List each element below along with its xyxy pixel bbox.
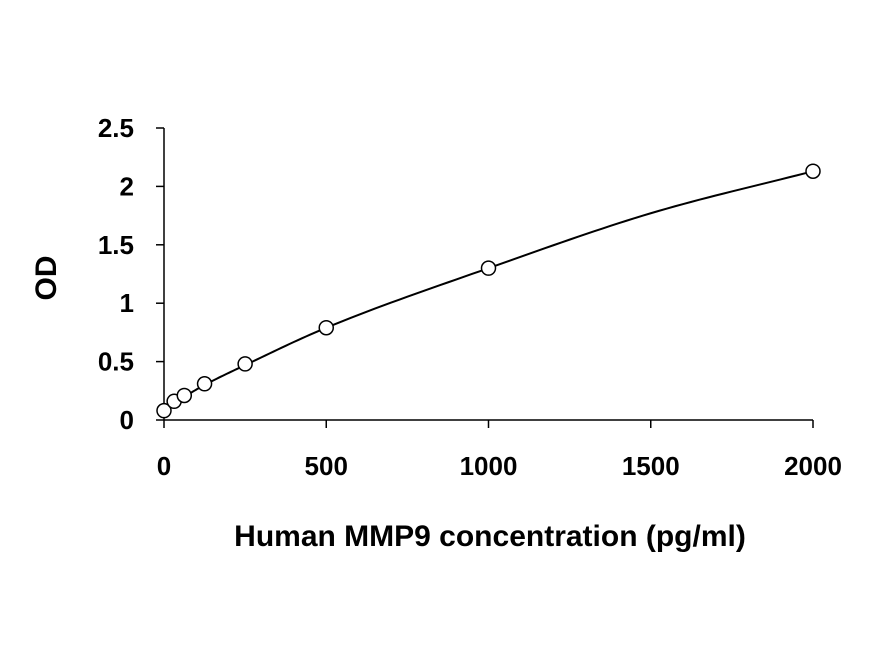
y-tick-label: 1	[120, 288, 134, 318]
fit-curve	[163, 170, 814, 410]
y-tick-label: 1.5	[98, 230, 134, 260]
x-tick-label: 1000	[460, 451, 518, 481]
x-tick-label: 2000	[784, 451, 842, 481]
data-point	[805, 163, 821, 179]
x-axis-title: Human MMP9 concentration (pg/ml)	[234, 520, 746, 553]
y-tick-label: 0.5	[98, 347, 134, 377]
y-tick-label: 2	[120, 171, 134, 201]
data-points	[156, 163, 821, 419]
data-point	[176, 387, 193, 404]
y-tick-label: 2.5	[98, 113, 134, 143]
y-tick-label: 0	[120, 405, 134, 435]
x-tick-label: 500	[305, 451, 348, 481]
x-tick-label: 1500	[622, 451, 680, 481]
data-point	[480, 260, 497, 276]
y-axis-title: OD	[30, 256, 63, 301]
data-point	[156, 402, 172, 419]
data-point	[237, 356, 253, 372]
data-point	[318, 319, 334, 336]
ticks: 0 500 1000 1500 2000 0 0.5 1 1.5 2 2.5	[98, 113, 842, 481]
data-point	[196, 376, 213, 392]
x-tick-label: 0	[157, 451, 171, 481]
